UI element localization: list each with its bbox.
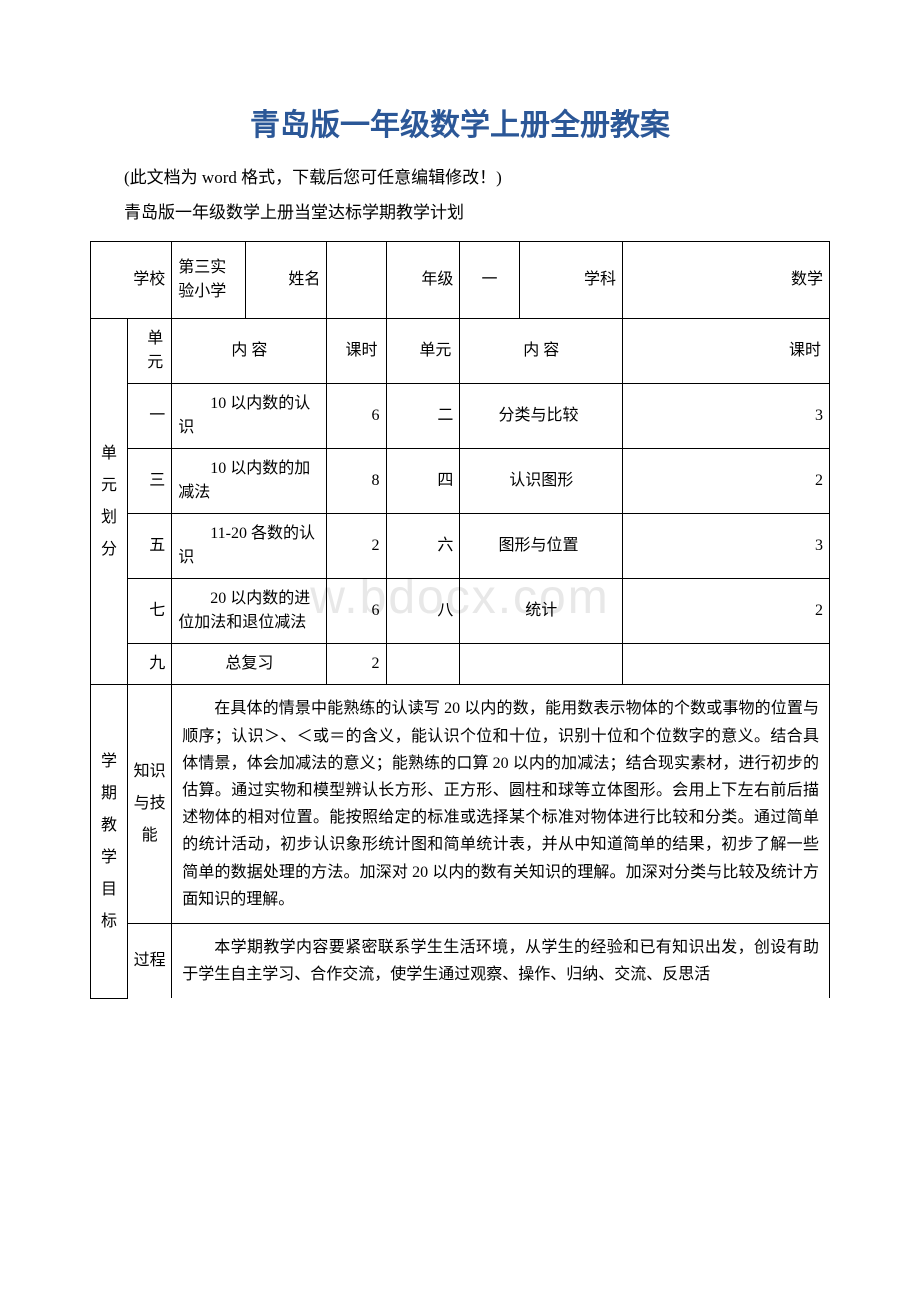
col-hours-left: 课时 [327, 319, 386, 384]
unit-content: 10 以内数的加减法 [172, 449, 327, 514]
unit-hours: 2 [327, 514, 386, 579]
unit-no: 四 [386, 449, 460, 514]
table-header-row: 学校 第三实验小学 姓名 年级 一 学科 数学 [91, 242, 830, 319]
unit-content: 分类与比较 [460, 384, 623, 449]
unit-no: 九 [127, 644, 171, 685]
unit-no: 七 [127, 579, 171, 644]
unit-columns-header: 单元划分 单元 内 容 课时 单元 内 容 课时 [91, 319, 830, 384]
subject-label: 学科 [519, 242, 622, 319]
plan-subtitle: 青岛版一年级数学上册当堂达标学期教学计划 [90, 199, 830, 226]
goal-row: 学期教学目标 知识与技能 在具体的情景中能熟练的认读写 20 以内的数，能用数表… [91, 685, 830, 924]
goal-sub-label: 知识与技能 [127, 685, 171, 924]
school-value: 第三实验小学 [172, 242, 246, 319]
unit-hours: 2 [623, 449, 830, 514]
col-content-right: 内 容 [460, 319, 623, 384]
unit-content: 图形与位置 [460, 514, 623, 579]
name-label: 姓名 [246, 242, 327, 319]
unit-section-label: 单元划分 [91, 319, 128, 685]
unit-hours: 6 [327, 579, 386, 644]
goals-section-label: 学期教学目标 [91, 685, 128, 998]
teaching-plan-table: 学校 第三实验小学 姓名 年级 一 学科 数学 单元划分 单元 内 容 课时 单… [90, 241, 830, 998]
unit-content: 总复习 [172, 644, 327, 685]
table-row: 五 11-20 各数的认识 2 六 图形与位置 3 [91, 514, 830, 579]
unit-hours: 3 [623, 514, 830, 579]
unit-no: 一 [127, 384, 171, 449]
document-content: 青岛版一年级数学上册全册教案 (此文档为 word 格式，下载后您可任意编辑修改… [90, 100, 830, 999]
format-note: (此文档为 word 格式，下载后您可任意编辑修改！) [90, 164, 830, 191]
unit-content: 11-20 各数的认识 [172, 514, 327, 579]
goal-text: 本学期教学内容要紧密联系学生生活环境，从学生的经验和已有知识出发，创设有助于学生… [172, 923, 830, 998]
unit-content: 认识图形 [460, 449, 623, 514]
table-row: 七 20 以内数的进位加法和退位减法 6 八 统计 2 [91, 579, 830, 644]
unit-content: 统计 [460, 579, 623, 644]
name-value [327, 242, 386, 319]
col-unit-left: 单元 [127, 319, 171, 384]
unit-hours: 2 [623, 579, 830, 644]
unit-content: 20 以内数的进位加法和退位减法 [172, 579, 327, 644]
unit-hours: 3 [623, 384, 830, 449]
school-label: 学校 [91, 242, 172, 319]
unit-no: 五 [127, 514, 171, 579]
table-row: 一 10 以内数的认识 6 二 分类与比较 3 [91, 384, 830, 449]
unit-no: 二 [386, 384, 460, 449]
goal-text: 在具体的情景中能熟练的认读写 20 以内的数，能用数表示物体的个数或事物的位置与… [172, 685, 830, 924]
empty-cell [623, 644, 830, 685]
goal-row: 过程 本学期教学内容要紧密联系学生生活环境，从学生的经验和已有知识出发，创设有助… [91, 923, 830, 998]
unit-no: 三 [127, 449, 171, 514]
unit-hours: 8 [327, 449, 386, 514]
page-title: 青岛版一年级数学上册全册教案 [90, 100, 830, 144]
unit-no: 六 [386, 514, 460, 579]
col-hours-right: 课时 [623, 319, 830, 384]
unit-hours: 6 [327, 384, 386, 449]
empty-cell [386, 644, 460, 685]
unit-hours: 2 [327, 644, 386, 685]
col-unit-right: 单元 [386, 319, 460, 384]
goal-sub-label: 过程 [127, 923, 171, 998]
col-content-left: 内 容 [172, 319, 327, 384]
grade-value: 一 [460, 242, 519, 319]
unit-no: 八 [386, 579, 460, 644]
unit-content: 10 以内数的认识 [172, 384, 327, 449]
table-row: 九 总复习 2 [91, 644, 830, 685]
grade-label: 年级 [386, 242, 460, 319]
empty-cell [460, 644, 623, 685]
table-row: 三 10 以内数的加减法 8 四 认识图形 2 [91, 449, 830, 514]
subject-value: 数学 [623, 242, 830, 319]
